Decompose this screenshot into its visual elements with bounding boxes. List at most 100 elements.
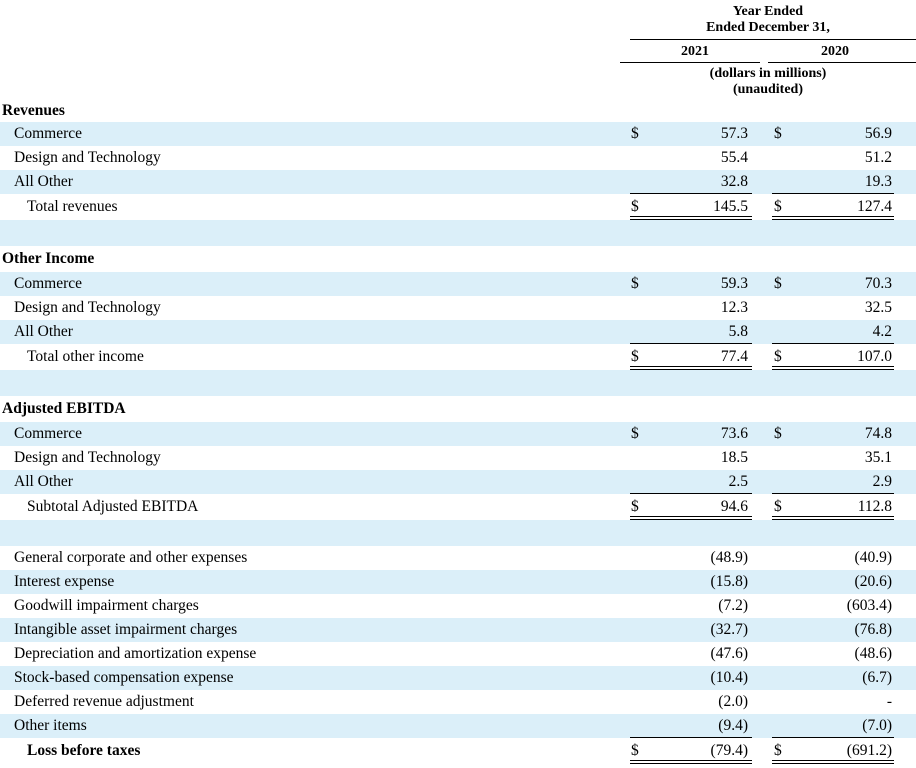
table-row-label: Design and Technology xyxy=(14,298,161,316)
currency-symbol: $ xyxy=(631,274,639,292)
total-row-2021-value: 77.4 xyxy=(720,347,748,365)
total-row-label: Subtotal Adjusted EBITDA xyxy=(27,497,199,515)
table-row-2020-value: (7.0) xyxy=(862,716,892,734)
final-total-row-2020-value: (691.2) xyxy=(846,741,892,759)
table-row-label: Commerce xyxy=(14,124,83,142)
header-rule xyxy=(630,39,916,40)
subtotal-rule xyxy=(772,737,894,738)
table-row-2020-value: (76.8) xyxy=(854,620,892,638)
table-row-2021-value: 59.3 xyxy=(720,274,748,292)
table-row-2020-value: (20.6) xyxy=(854,572,892,590)
table-row: Commerce $ $59.3 70.3 xyxy=(0,272,916,296)
units-note-line2: (unaudited) xyxy=(732,82,804,97)
final-total-row: Loss before taxes $ $ (79.4) (691.2) xyxy=(0,737,916,764)
section-title-other_income-label: Other Income xyxy=(2,249,95,267)
table-row-label: General corporate and other expenses xyxy=(14,548,248,566)
table-row-2021-value: (32.7) xyxy=(710,620,748,638)
table-row-label: All Other xyxy=(14,322,73,340)
table-row-2020-value: 70.3 xyxy=(864,274,892,292)
table-row-2020-value: 51.2 xyxy=(864,148,892,166)
total-double-rule xyxy=(630,760,752,764)
table-row: Deferred revenue adjustment (2.0) - xyxy=(0,690,916,714)
table-row-2020-value: 35.1 xyxy=(864,448,892,466)
table-row-2021-value: (48.9) xyxy=(710,548,748,566)
table-row-2021-value: 12.3 xyxy=(720,298,748,316)
currency-symbol: $ xyxy=(774,124,782,142)
units-note-line1: (dollars in millions) xyxy=(709,66,827,81)
subtotal-rule xyxy=(630,343,752,344)
table-row-2020-value: (48.6) xyxy=(854,644,892,662)
table-row-label: Design and Technology xyxy=(14,148,161,166)
section-title-revenues: Revenues xyxy=(2,102,65,119)
currency-symbol: $ xyxy=(774,741,782,759)
currency-symbol: $ xyxy=(631,741,639,759)
subtotal-rule xyxy=(772,493,894,494)
total-row: Total other income $ $77.4 107.0 xyxy=(0,343,916,370)
section-title-adjusted_ebitda-label: Adjusted EBITDA xyxy=(2,399,126,417)
total-double-rule xyxy=(772,366,894,370)
currency-symbol: $ xyxy=(631,347,639,365)
total-row-2021-value: 94.6 xyxy=(720,497,748,515)
table-row-label: All Other xyxy=(14,172,73,190)
currency-symbol: $ xyxy=(774,197,782,215)
currency-symbol: $ xyxy=(631,497,639,515)
table-row: Interest expense (15.8) (20.6) xyxy=(0,570,916,594)
period-heading-line1: Year Ended xyxy=(732,4,804,19)
currency-symbol: $ xyxy=(774,497,782,515)
currency-symbol: $ xyxy=(774,347,782,365)
total-row-label: Total other income xyxy=(27,347,144,365)
table-row: Design and Technology 12.3 32.5 xyxy=(0,296,916,320)
table-row-2020-value: 19.3 xyxy=(864,172,892,190)
table-row-label: Stock-based compensation expense xyxy=(14,668,234,686)
table-row-2021-value: (15.8) xyxy=(710,572,748,590)
section-title-adjusted_ebitda: Adjusted EBITDA xyxy=(0,396,916,422)
table-row-2020-value: 74.8 xyxy=(864,424,892,442)
table-row-2020-value: - xyxy=(886,692,892,710)
table-row-2021-value: (7.2) xyxy=(718,596,748,614)
currency-symbol: $ xyxy=(631,124,639,142)
spacer-row xyxy=(0,370,916,396)
currency-symbol: $ xyxy=(774,424,782,442)
table-row: All Other 5.8 4.2 xyxy=(0,320,916,344)
table-row: All Other 32.8 19.3 xyxy=(0,170,916,194)
table-header: Year Ended Ended December 31, 2021 2020 … xyxy=(0,0,916,122)
spacer-row xyxy=(0,220,916,246)
table-row-label: Other items xyxy=(14,716,87,734)
total-row-2020-value: 112.8 xyxy=(857,497,892,515)
table-row-2021-value: 57.3 xyxy=(720,124,748,142)
subtotal-rule xyxy=(772,343,894,344)
table-row-label: Interest expense xyxy=(14,572,115,590)
final-total-row-2021-value: (79.4) xyxy=(710,741,748,759)
column-rule-2021 xyxy=(620,62,760,63)
currency-symbol: $ xyxy=(631,197,639,215)
column-header-2020: 2020 xyxy=(821,44,849,59)
table-row-2020-value: (40.9) xyxy=(854,548,892,566)
total-double-rule xyxy=(772,216,894,220)
table-row-2021-value: (10.4) xyxy=(710,668,748,686)
table-row: Depreciation and amortization expense (47… xyxy=(0,642,916,666)
currency-symbol: $ xyxy=(631,424,639,442)
subtotal-rule xyxy=(630,193,752,194)
total-double-rule xyxy=(772,760,894,764)
table-row-2021-value: (2.0) xyxy=(718,692,748,710)
total-row-2021-value: 145.5 xyxy=(713,197,748,215)
table-row-label: Deferred revenue adjustment xyxy=(14,692,194,710)
table-row-2021-value: 73.6 xyxy=(720,424,748,442)
table-row-label: Depreciation and amortization expense xyxy=(14,644,257,662)
total-row: Subtotal Adjusted EBITDA $ $94.6 112.8 xyxy=(0,493,916,520)
total-double-rule xyxy=(772,516,894,520)
total-double-rule xyxy=(630,366,752,370)
total-row-label: Total revenues xyxy=(27,197,118,215)
table-row: Commerce $ $73.6 74.8 xyxy=(0,422,916,446)
table-row-2020-value: 4.2 xyxy=(872,322,892,340)
total-double-rule xyxy=(630,516,752,520)
table-row: Stock-based compensation expense (10.4) (6… xyxy=(0,666,916,690)
table-row-2021-value: (47.6) xyxy=(710,644,748,662)
table-row-2020-value: 32.5 xyxy=(864,298,892,316)
table-row-label: Intangible asset impairment charges xyxy=(14,620,238,638)
table-row: General corporate and other expenses (48.… xyxy=(0,546,916,570)
table-row: Goodwill impairment charges (7.2) (603.4) xyxy=(0,594,916,618)
column-rule-2020 xyxy=(768,62,916,63)
table-row-2020-value: 56.9 xyxy=(864,124,892,142)
table-row: Design and Technology 55.4 51.2 xyxy=(0,146,916,170)
